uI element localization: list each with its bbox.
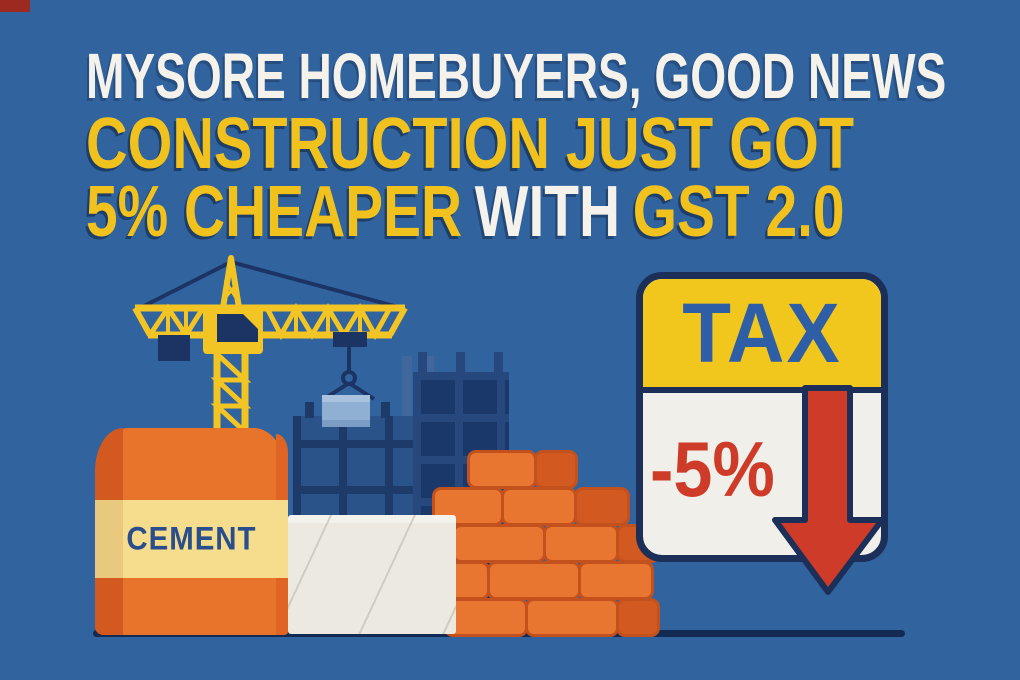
cement-label: CEMENT (126, 520, 257, 557)
brick (455, 527, 543, 560)
scaffold-stub (381, 402, 390, 418)
brick (490, 564, 578, 597)
marble-block-icon (288, 515, 456, 634)
brick (528, 601, 616, 634)
scaffold-stub (418, 352, 427, 374)
brick (581, 564, 651, 597)
scaffold-stub (494, 352, 503, 374)
brick (470, 453, 534, 486)
hanging-crate-icon (322, 395, 370, 427)
tax-title: TAX (682, 286, 842, 380)
background-pillar (402, 356, 412, 428)
tax-sign: TAX (636, 272, 888, 562)
headline-line3-yellow1: 5% CHEAPER (86, 172, 463, 252)
cement-band: CEMENT (95, 500, 288, 578)
tax-sign-header: TAX (643, 279, 881, 393)
brick (504, 490, 574, 523)
corner-red-artifact (0, 0, 30, 12)
headline-line1: MYSORE HOMEBUYERS, GOOD NEWS (86, 40, 947, 112)
cement-bag-icon: CEMENT (95, 428, 288, 635)
brick (447, 601, 525, 634)
headline-line3-white: WITH (474, 172, 621, 252)
brick (577, 490, 627, 523)
headline-line2: CONSTRUCTION JUST GOT (86, 104, 855, 184)
brick-wall-icon (435, 450, 659, 634)
down-arrow-icon (772, 385, 885, 595)
tower-crane-icon (132, 255, 408, 451)
scaffold-stub (305, 402, 314, 418)
tax-discount: -5% (650, 425, 775, 513)
brick (546, 527, 616, 560)
brick (537, 453, 575, 486)
brick (619, 601, 657, 634)
headline-line3: 5% CHEAPER WITH GST 2.0 (86, 176, 845, 248)
headline-line3-yellow2: GST 2.0 (632, 172, 845, 252)
scaffold-stub (456, 352, 465, 374)
